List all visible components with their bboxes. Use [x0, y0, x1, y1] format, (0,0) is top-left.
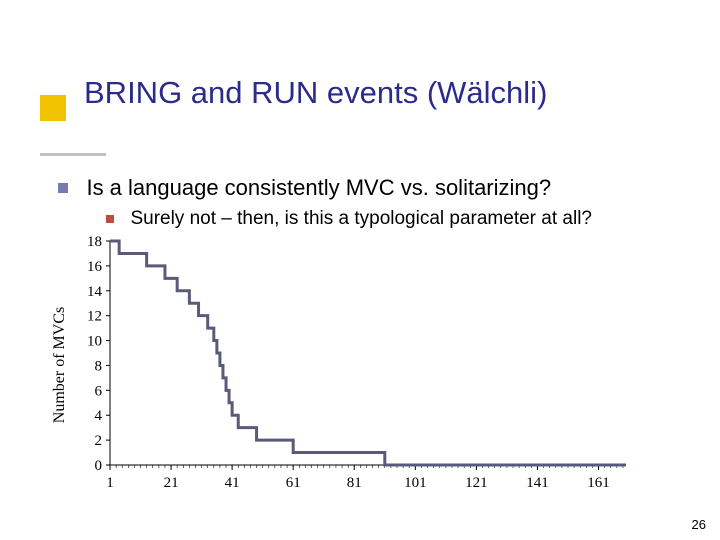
svg-text:141: 141: [526, 475, 549, 491]
svg-text:81: 81: [347, 475, 362, 491]
svg-text:16: 16: [87, 259, 103, 275]
mvc-chart: Number of MVCs 0246810121416181214161811…: [70, 235, 630, 495]
title-accent-box: [40, 95, 66, 121]
svg-text:12: 12: [87, 309, 102, 325]
bullet-level-1: Is a language consistently MVC vs. solit…: [58, 175, 551, 201]
svg-text:101: 101: [404, 475, 427, 491]
bullet-square-icon: [58, 183, 68, 193]
svg-text:8: 8: [95, 358, 103, 374]
title-accent-line: [40, 153, 106, 156]
svg-text:1: 1: [106, 475, 114, 491]
svg-text:4: 4: [95, 408, 103, 424]
bullet-text-l1: Is a language consistently MVC vs. solit…: [86, 175, 551, 200]
svg-text:21: 21: [164, 475, 179, 491]
y-axis-label: Number of MVCs: [51, 307, 69, 423]
svg-text:61: 61: [286, 475, 301, 491]
svg-text:10: 10: [87, 334, 102, 350]
svg-text:14: 14: [87, 284, 103, 300]
svg-text:41: 41: [225, 475, 240, 491]
chart-plot-area: 024681012141618121416181101121141161: [70, 235, 630, 495]
svg-text:121: 121: [465, 475, 488, 491]
svg-text:2: 2: [95, 433, 103, 449]
page-number: 26: [692, 517, 706, 532]
bullet-text-l2: Surely not – then, is this a typological…: [130, 208, 592, 229]
svg-text:161: 161: [587, 475, 610, 491]
svg-text:0: 0: [95, 458, 103, 474]
svg-text:18: 18: [87, 234, 102, 250]
bullet-square-icon: [106, 215, 114, 223]
slide-title: BRING and RUN events (Wälchli): [84, 75, 547, 111]
svg-text:6: 6: [95, 383, 103, 399]
bullet-level-2: Surely not – then, is this a typological…: [106, 208, 592, 230]
